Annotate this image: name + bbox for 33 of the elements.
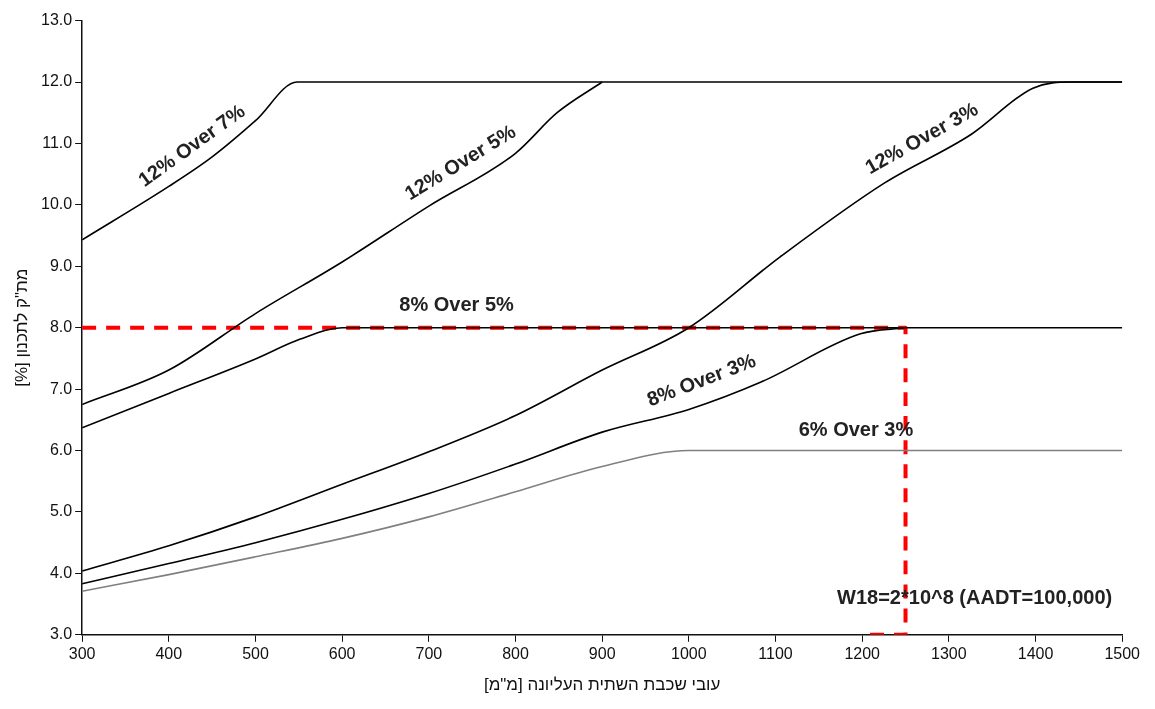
- x-tick-label: 300: [68, 644, 96, 662]
- y-tick-label: 11.0: [42, 133, 73, 151]
- x-tick-label: 1100: [758, 644, 793, 662]
- x-tick-label: 1200: [844, 644, 881, 662]
- x-tick-label: 800: [502, 644, 529, 662]
- x-tick-label: 1400: [1017, 644, 1054, 662]
- text: 12% Over 5%: [400, 119, 520, 205]
- x-axis-title: עובי שכבת השתית העליונה [מ"מ]: [483, 674, 721, 694]
- x-tick-label: 1000: [671, 644, 707, 662]
- x-tick-label: 700: [415, 644, 443, 662]
- y-tick-label: 10.0: [41, 195, 73, 213]
- x-tick-label: 1500: [1104, 644, 1141, 662]
- y-tick-label: 9.0: [49, 256, 73, 274]
- text: 8% Over 3%: [643, 348, 759, 411]
- y-tick-label: 12.0: [41, 72, 73, 90]
- x-tick-label: 400: [155, 644, 183, 662]
- x-tick-label: 500: [242, 644, 269, 662]
- text: 12% Over 3%: [861, 97, 982, 179]
- y-tick-label: 13.0: [41, 11, 73, 29]
- x-tick-label: 1300: [931, 644, 967, 662]
- series-label: 6% Over 3%: [798, 418, 914, 441]
- text: 12% Over 7%: [133, 99, 249, 191]
- y-tick-label: 7.0: [49, 379, 73, 397]
- y-tick-label: 6.0: [49, 440, 73, 458]
- series-label: 8% Over 5%: [399, 293, 515, 316]
- y-tick-label: 5.0: [49, 502, 73, 520]
- annotation: W18=2*10^8 (AADT=100,000): [837, 586, 1113, 609]
- y-tick-label: 8.0: [49, 318, 73, 336]
- y-axis-title: מת"ק לתכנון [%]: [11, 268, 31, 387]
- y-tick-label: 3.0: [49, 625, 73, 643]
- x-tick-label: 900: [588, 644, 616, 662]
- x-tick-label: 600: [328, 644, 356, 662]
- y-tick-label: 4.0: [49, 563, 73, 581]
